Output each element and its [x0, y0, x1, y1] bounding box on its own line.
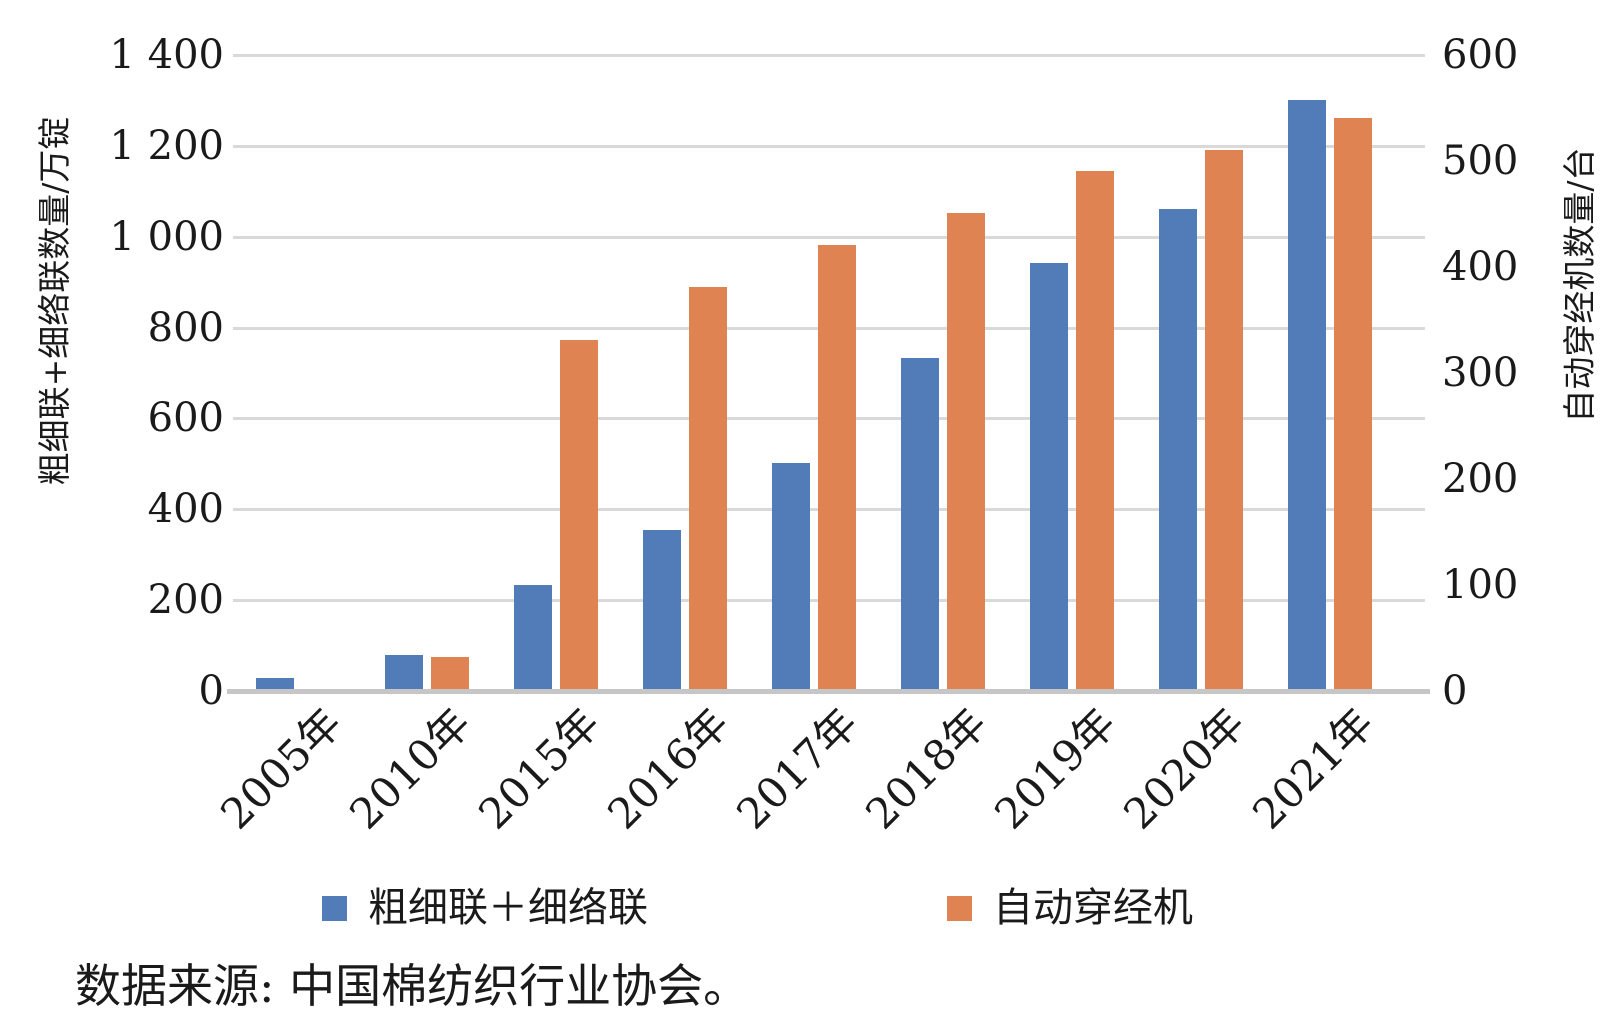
bar-粗细联＋细络联-2015年 — [514, 585, 552, 689]
bar-自动穿经机-2015年 — [560, 340, 598, 689]
left-axis-tick-label: 1 000 — [109, 214, 224, 260]
bar-自动穿经机-2010年 — [431, 657, 469, 689]
legend-label-series-2: 自动穿经机 — [993, 885, 1193, 931]
right-axis-tick-label: 400 — [1442, 244, 1519, 290]
legend-swatch-orange — [947, 895, 972, 921]
bar-自动穿经机-2018年 — [947, 213, 985, 689]
right-axis-tick-label: 0 — [1442, 668, 1468, 714]
x-axis-line — [227, 689, 1430, 694]
right-axis-tick-label: 200 — [1442, 456, 1519, 502]
left-axis-tick-label: 200 — [147, 577, 224, 623]
right-axis-tick-label: 100 — [1442, 562, 1519, 608]
x-axis-label-2015年: 2015年 — [469, 698, 610, 839]
x-axis-label-2019年: 2019年 — [985, 698, 1126, 839]
left-axis-tick-label: 1 400 — [109, 32, 224, 78]
plot-area — [227, 54, 1430, 694]
bar-自动穿经机-2020年 — [1205, 150, 1243, 689]
gridline — [233, 145, 1425, 148]
bar-粗细联＋细络联-2018年 — [901, 358, 939, 689]
bar-自动穿经机-2021年 — [1334, 118, 1372, 689]
right-axis-tick-label: 500 — [1442, 138, 1519, 184]
legend-item-series-1: 粗细联＋细络联 — [322, 884, 648, 932]
x-axis-label-2018年: 2018年 — [856, 698, 997, 839]
bar-自动穿经机-2016年 — [689, 287, 727, 689]
left-y-axis-title: 粗细联+细络联数量/万锭 — [35, 116, 74, 486]
legend-swatch-blue — [322, 895, 347, 921]
bar-自动穿经机-2017年 — [818, 245, 856, 689]
right-axis-tick-label: 600 — [1442, 32, 1519, 78]
bar-粗细联＋细络联-2010年 — [385, 655, 423, 689]
gridline — [233, 54, 1425, 57]
x-axis-label-2005年: 2005年 — [211, 698, 352, 839]
gridline — [233, 236, 1425, 239]
left-axis-tick-label: 600 — [147, 395, 224, 441]
bar-粗细联＋细络联-2020年 — [1159, 209, 1197, 689]
x-axis-label-2016年: 2016年 — [598, 698, 739, 839]
left-axis-tick-label: 0 — [198, 668, 224, 714]
x-axis-label-2021年: 2021年 — [1243, 698, 1384, 839]
left-axis-tick-label: 400 — [147, 486, 224, 532]
x-axis-label-2010年: 2010年 — [340, 698, 481, 839]
bar-粗细联＋细络联-2017年 — [772, 463, 810, 689]
right-axis-tick-label: 300 — [1442, 350, 1519, 396]
legend: 粗细联＋细络联 自动穿经机 — [0, 884, 1609, 932]
x-axis-label-2020年: 2020年 — [1114, 698, 1255, 839]
left-axis-tick-label: 800 — [147, 305, 224, 351]
right-y-axis-title: 自动穿经机数量/台 — [1560, 147, 1599, 423]
bar-自动穿经机-2019年 — [1076, 171, 1114, 689]
bar-粗细联＋细络联-2019年 — [1030, 263, 1068, 689]
bar-粗细联＋细络联-2005年 — [256, 678, 294, 689]
legend-label-series-1: 粗细联＋细络联 — [368, 885, 648, 931]
x-axis-label-2017年: 2017年 — [727, 698, 868, 839]
bar-粗细联＋细络联-2021年 — [1288, 100, 1326, 689]
legend-item-series-2: 自动穿经机 — [947, 884, 1193, 932]
left-axis-tick-label: 1 200 — [109, 123, 224, 169]
source-note: 数据来源: 中国棉纺织行业协会。 — [75, 959, 750, 1013]
bar-粗细联＋细络联-2016年 — [643, 530, 681, 689]
